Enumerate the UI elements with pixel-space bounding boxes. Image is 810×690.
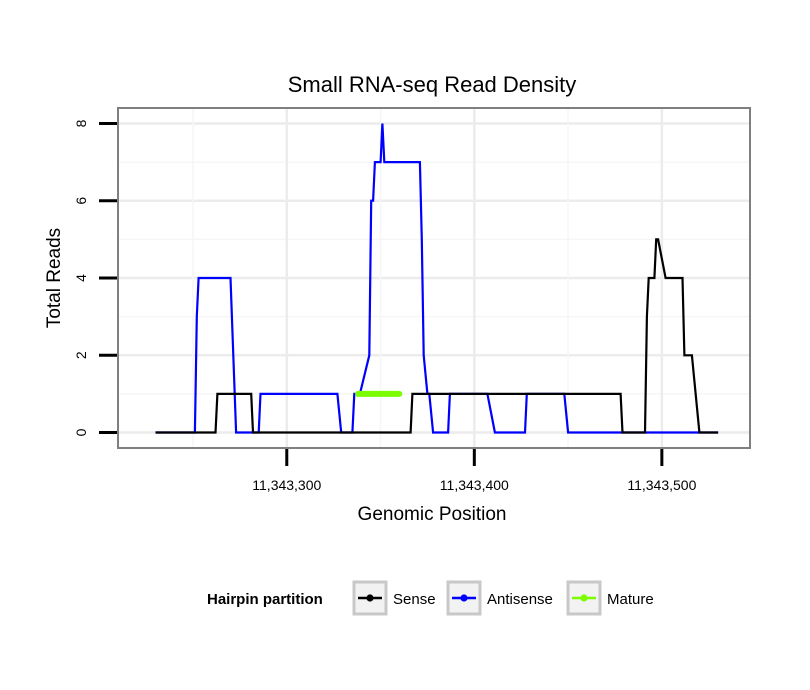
legend-key-point-mature bbox=[580, 594, 588, 602]
legend-key-point-sense bbox=[366, 594, 374, 602]
y-tick-label: 8 bbox=[73, 119, 89, 127]
legend-label-mature: Mature bbox=[607, 591, 654, 608]
legend-title: Hairpin partition bbox=[207, 591, 323, 608]
series-line-sense bbox=[155, 238, 719, 434]
chart-title: Small RNA-seq Read Density bbox=[288, 72, 577, 97]
grid-layer bbox=[118, 108, 750, 448]
x-axis: 11,343,300 11,343,400 11,343,500 bbox=[252, 449, 697, 493]
series-layer bbox=[155, 123, 719, 434]
legend: Hairpin partition Sense Antisense Mature bbox=[207, 580, 654, 616]
x-tick-label: 11,343,300 bbox=[252, 477, 321, 493]
y-tick-label: 6 bbox=[73, 197, 89, 205]
x-tick-label: 11,343,400 bbox=[440, 477, 509, 493]
x-tick-label: 11,343,500 bbox=[627, 477, 696, 493]
y-tick-label: 2 bbox=[73, 351, 89, 359]
y-tick-label: 0 bbox=[73, 428, 89, 436]
legend-label-sense: Sense bbox=[393, 591, 436, 608]
plot-panel-border bbox=[117, 107, 751, 449]
x-axis-label: Genomic Position bbox=[358, 504, 507, 525]
y-tick-label: 4 bbox=[73, 274, 89, 282]
y-axis-label: Total Reads bbox=[44, 228, 65, 328]
y-axis: 0 2 4 6 8 bbox=[73, 119, 117, 436]
legend-label-antisense: Antisense bbox=[487, 591, 553, 608]
legend-key-point-antisense bbox=[460, 594, 468, 602]
